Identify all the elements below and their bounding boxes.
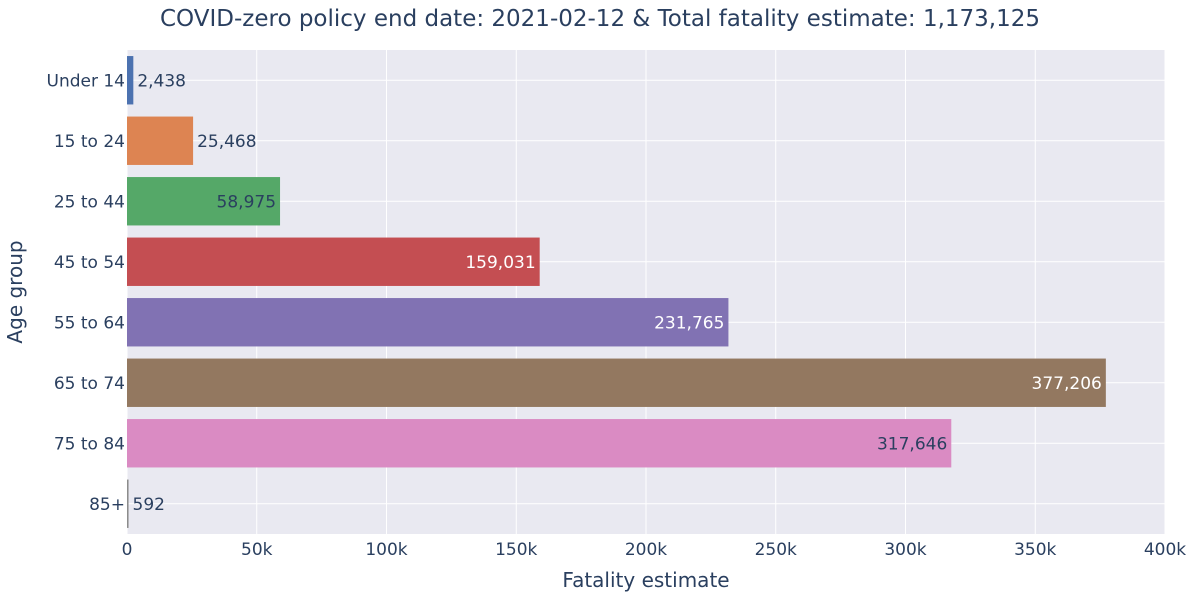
y-tick-label: 45 to 54 — [54, 253, 125, 273]
x-tick-label: 50k — [241, 540, 273, 560]
x-tick-labels: 0 50k 100k 150k 200k 250k 300k 350k 400k — [122, 540, 1187, 560]
bar-value-label: 58,975 — [217, 192, 276, 212]
bar-value-label: 25,468 — [197, 132, 256, 152]
y-tick-label: 55 to 64 — [54, 313, 125, 333]
x-tick-label: 200k — [625, 540, 667, 560]
y-tick-label: 75 to 84 — [54, 434, 125, 454]
bar-value-label: 317,646 — [877, 434, 947, 454]
bar — [127, 298, 729, 347]
bars — [127, 56, 1106, 528]
y-axis-title: Age group — [3, 240, 27, 343]
x-tick-label: 400k — [1144, 540, 1186, 560]
x-tick-label: 350k — [1014, 540, 1056, 560]
bar — [127, 479, 129, 528]
x-tick-label: 300k — [884, 540, 926, 560]
bar-value-label: 592 — [133, 495, 165, 515]
y-tick-label: 85+ — [89, 495, 125, 515]
y-tick-label: 65 to 74 — [54, 374, 125, 394]
y-tick-label: 25 to 44 — [54, 192, 125, 212]
y-tick-label: Under 14 — [47, 71, 126, 91]
bar — [127, 358, 1106, 407]
bar — [127, 419, 952, 468]
y-tick-labels: Under 14 15 to 24 25 to 44 45 to 54 55 to 64… — [47, 71, 126, 515]
x-tick-label: 150k — [495, 540, 537, 560]
bar-value-label: 159,031 — [465, 253, 535, 273]
chart-title: COVID-zero policy end date: 2021-02-12 &… — [160, 6, 1040, 32]
y-tick-label: 15 to 24 — [54, 132, 125, 152]
x-tick-label: 250k — [755, 540, 797, 560]
bar-value-label: 2,438 — [137, 71, 186, 91]
bar — [127, 177, 281, 226]
bar-labels: 2,438 25,468 58,975 159,031 231,765 377,206 31… — [133, 71, 1102, 515]
bar-value-label: 231,765 — [654, 313, 724, 333]
x-axis-title: Fatality estimate — [562, 568, 729, 592]
bar — [127, 56, 134, 105]
bar-value-label: 377,206 — [1032, 374, 1102, 394]
x-tick-label: 100k — [365, 540, 407, 560]
bar — [127, 237, 540, 286]
x-tick-label: 0 — [122, 540, 133, 560]
bar — [127, 116, 194, 165]
